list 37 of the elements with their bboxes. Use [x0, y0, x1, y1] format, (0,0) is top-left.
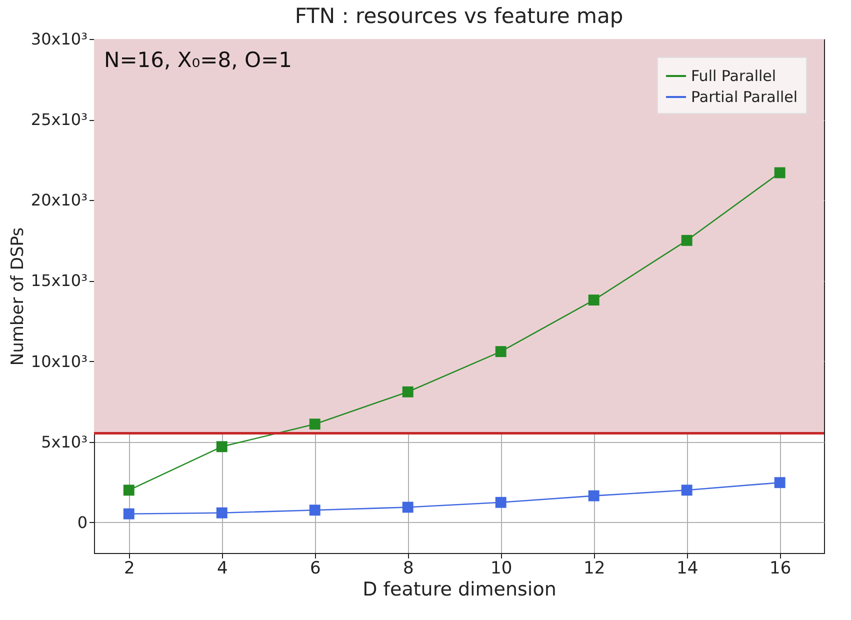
point: [402, 386, 414, 398]
point: [216, 507, 228, 518]
y-tick-label: 25x10³: [30, 110, 88, 130]
point: [123, 484, 134, 496]
point: [123, 508, 134, 520]
x-tick-label: 8: [402, 558, 414, 578]
legend-label: Full Parallel: [691, 67, 776, 85]
x-tick-label: 4: [216, 558, 228, 578]
point: [588, 294, 600, 306]
point: [495, 496, 506, 508]
x-tick-label: 10: [490, 558, 512, 578]
y-tick-label: 20x10³: [30, 190, 88, 210]
point: [402, 502, 414, 513]
x-tick-label: 2: [124, 558, 135, 578]
point: [774, 167, 786, 178]
point: [495, 346, 506, 358]
y-tick-label: 5x10³: [41, 432, 88, 452]
point: [216, 441, 228, 452]
x-tick-label: 16: [770, 558, 792, 578]
point: [309, 504, 320, 516]
y-tick-label: 10x10³: [30, 352, 88, 371]
y-tick-label: 15x10³: [30, 271, 88, 290]
y-axis-title: Number of DSPs: [8, 227, 28, 366]
point: [681, 484, 692, 496]
legend-label: Partial Parallel: [691, 88, 798, 106]
x-tick-label: 6: [310, 558, 321, 578]
x-tick-label: 12: [584, 558, 606, 578]
y-tick-label: 0: [77, 512, 88, 532]
chart-title: FTN : resources vs feature map: [294, 4, 624, 28]
annotation: N=16, X₀=8, O=1: [104, 48, 292, 72]
x-tick-label: 14: [676, 558, 698, 578]
point: [774, 477, 786, 488]
y-tick-label: 30x10³: [30, 30, 88, 48]
x-axis-title: D feature dimension: [362, 578, 556, 600]
point: [309, 418, 320, 430]
point: [588, 490, 600, 502]
point: [681, 234, 692, 246]
